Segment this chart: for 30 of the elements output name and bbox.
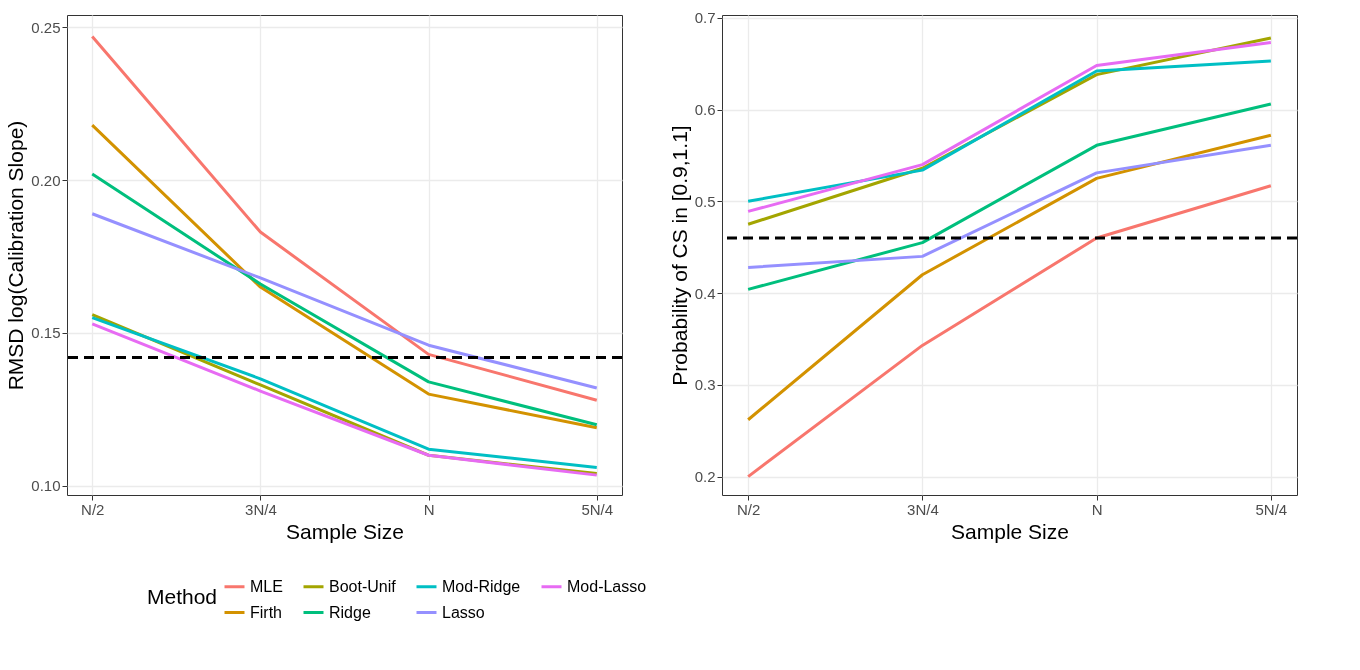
legend-label: Mod-Lasso xyxy=(567,577,647,595)
y-tick-label: 0.15 xyxy=(31,324,61,342)
y-tick-label: 0.25 xyxy=(31,18,61,36)
y-tick-label: 0.7 xyxy=(694,9,716,27)
legend-label: Boot-Unif xyxy=(329,577,397,595)
y-tick-label: 0.2 xyxy=(694,468,716,486)
x-axis-title: Sample Size xyxy=(286,519,404,543)
legend-label: Lasso xyxy=(442,603,485,621)
x-tick-label: N xyxy=(423,500,435,518)
y-axis-title: Probability of CS in [0.9,1.1] xyxy=(667,125,691,386)
y-axis-title: RMSD log(Calibration Slope) xyxy=(4,120,28,391)
y-tick-label: 0.6 xyxy=(694,101,716,119)
x-tick-label: 3N/4 xyxy=(907,500,939,518)
legend-title: Method xyxy=(147,585,218,608)
x-tick-label: N/2 xyxy=(736,500,761,518)
y-tick-label: 0.3 xyxy=(694,376,716,394)
x-axis-title: Sample Size xyxy=(951,519,1069,543)
x-tick-label: 5N/4 xyxy=(1255,500,1288,518)
y-tick-label: 0.20 xyxy=(31,171,61,189)
legend-label: Firth xyxy=(250,603,282,621)
y-tick-label: 0.5 xyxy=(694,192,716,210)
legend-label: MLE xyxy=(250,577,283,595)
x-tick-label: N xyxy=(1091,500,1103,518)
legend-label: Mod-Ridge xyxy=(442,577,521,595)
legend-label: Ridge xyxy=(329,603,371,621)
y-tick-label: 0.10 xyxy=(31,477,61,495)
x-tick-label: N/2 xyxy=(81,500,105,518)
x-tick-label: 3N/4 xyxy=(245,500,277,518)
y-tick-label: 0.4 xyxy=(694,284,716,302)
x-tick-label: 5N/4 xyxy=(581,500,614,518)
